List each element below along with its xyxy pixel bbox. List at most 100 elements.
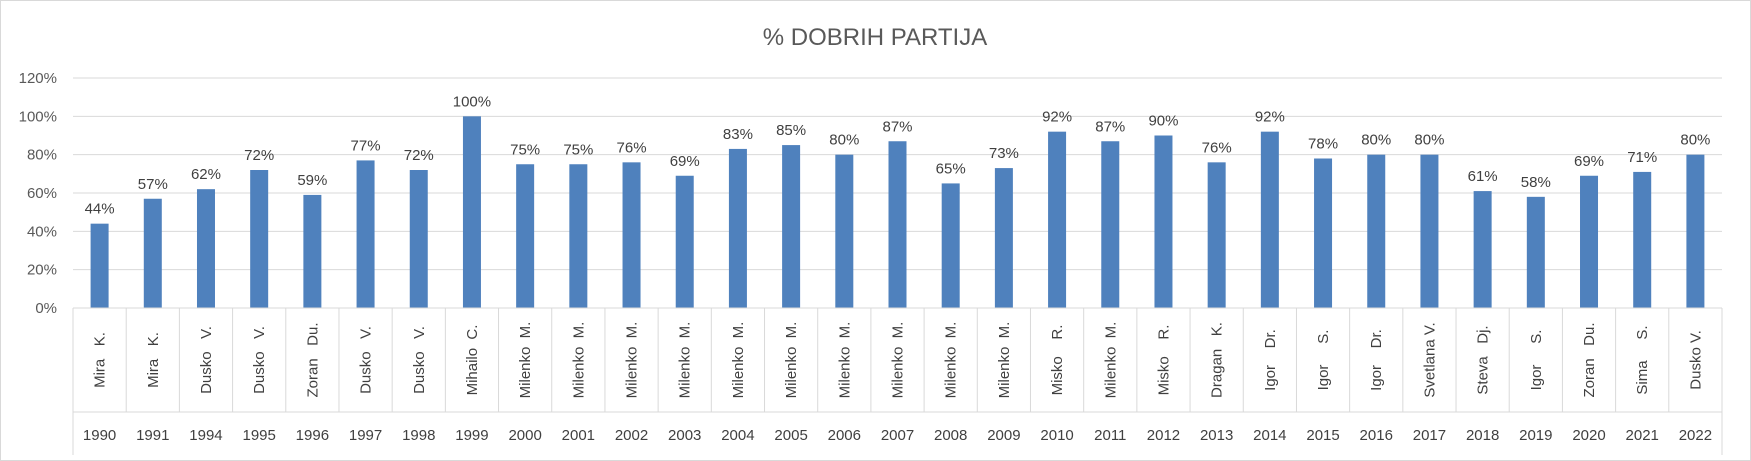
data-label: 75%: [563, 141, 593, 158]
data-label: 87%: [1095, 118, 1125, 135]
data-label: 77%: [351, 137, 381, 154]
data-label: 78%: [1308, 136, 1338, 153]
x-category-name: Svetlana V.: [1421, 322, 1438, 397]
data-label: 85%: [776, 122, 806, 139]
x-category-name: Zoran Du.: [1581, 322, 1598, 397]
x-category-name: Sima S.: [1634, 325, 1651, 394]
x-category-name: Misko R.: [1049, 325, 1066, 396]
bar: [250, 170, 269, 308]
data-label: 72%: [244, 147, 274, 164]
x-category-year: 2020: [1572, 427, 1605, 444]
x-category-year: 1990: [83, 427, 116, 444]
x-category-year: 2006: [828, 427, 861, 444]
bar: [143, 198, 162, 308]
y-tick-label: 120%: [19, 70, 57, 87]
data-label: 92%: [1255, 109, 1285, 126]
x-category-year: 2005: [774, 427, 807, 444]
data-label: 44%: [85, 201, 115, 218]
data-label: 83%: [723, 126, 753, 143]
x-category-name: Mira K.: [92, 332, 109, 388]
x-category-name: Mira K.: [145, 332, 162, 388]
bar: [1526, 196, 1545, 308]
bar: [1101, 141, 1120, 308]
x-category-name: Milenko M.: [890, 322, 907, 399]
data-label: 61%: [1468, 168, 1498, 185]
x-category-name: Dusko V.: [198, 326, 215, 394]
x-category-name: Dusko V.: [1687, 330, 1704, 389]
bar: [941, 183, 960, 308]
x-category-name: Steva Dj.: [1475, 325, 1492, 394]
x-category-year: 2003: [668, 427, 701, 444]
bar: [1314, 158, 1333, 308]
bar: [888, 141, 907, 308]
bars: [90, 116, 1705, 308]
bar: [409, 170, 428, 308]
bar: [622, 162, 641, 308]
x-category-year: 2011: [1094, 427, 1126, 444]
x-category-name: Milenko M.: [677, 322, 694, 399]
x-category-year: 2022: [1679, 427, 1712, 444]
bar: [1154, 135, 1173, 308]
bar: [1048, 131, 1067, 308]
x-category-name: Mihailo C.: [464, 325, 481, 396]
data-label: 69%: [1574, 153, 1604, 170]
x-axis: Mira K. 1990 Mira K. 1991 Dusko V. 1994 Dusko …: [72, 307, 1723, 455]
x-category-name: Zoran Du.: [304, 322, 321, 397]
bar: [462, 116, 481, 308]
bar: [835, 154, 854, 308]
x-category-year: 2013: [1200, 427, 1233, 444]
bar: [1207, 162, 1226, 308]
bar: [1686, 154, 1705, 308]
x-category-year: 2008: [934, 427, 967, 444]
data-label: 100%: [453, 93, 491, 110]
data-label: 80%: [1680, 132, 1710, 149]
x-category-year: 2001: [562, 427, 595, 444]
x-category-name: Milenko M.: [943, 322, 960, 399]
x-category-name: Misko R.: [1155, 325, 1172, 396]
data-label: 92%: [1042, 109, 1072, 126]
data-label: 76%: [617, 139, 647, 156]
data-label: 71%: [1627, 149, 1657, 166]
x-category-name: Milenko M.: [624, 322, 641, 399]
data-label: 62%: [191, 166, 221, 183]
bar: [90, 223, 109, 308]
y-tick-label: 0%: [35, 300, 57, 317]
bar: [1473, 191, 1492, 308]
x-category-name: Dusko V.: [358, 326, 375, 394]
data-label: 65%: [936, 160, 966, 177]
data-label: 72%: [404, 147, 434, 164]
bar: [1367, 154, 1386, 308]
data-label: 76%: [1202, 139, 1232, 156]
bar: [516, 164, 535, 308]
x-category-name: Dusko V.: [411, 326, 428, 394]
x-category-year: 2010: [1040, 427, 1073, 444]
x-category-year: 2004: [721, 427, 754, 444]
y-tick-label: 20%: [27, 262, 57, 279]
x-category-name: Milenko M.: [730, 322, 747, 399]
x-category-year: 2018: [1466, 427, 1499, 444]
x-category-name: Milenko M.: [783, 322, 800, 399]
x-category-name: Igor Dr.: [1368, 329, 1385, 391]
data-label: 80%: [1414, 132, 1444, 149]
y-tick-label: 100%: [19, 108, 57, 125]
data-label: 80%: [829, 132, 859, 149]
x-category-name: Milenko M.: [517, 322, 534, 399]
bar: [1260, 131, 1279, 308]
x-category-name: Dusko V.: [251, 326, 268, 394]
x-category-year: 2021: [1626, 427, 1659, 444]
x-category-year: 1994: [189, 427, 222, 444]
y-tick-label: 60%: [27, 185, 57, 202]
x-category-name: Dragan K.: [1209, 322, 1226, 398]
bar: [303, 194, 322, 308]
data-label: 75%: [510, 141, 540, 158]
x-category-year: 1999: [455, 427, 488, 444]
bar: [1633, 171, 1652, 308]
bar: [1420, 154, 1439, 308]
y-tick-label: 80%: [27, 147, 57, 164]
bar: [728, 148, 747, 308]
gridlines: [73, 77, 1722, 271]
x-category-year: 2016: [1360, 427, 1393, 444]
bar: [782, 145, 801, 308]
